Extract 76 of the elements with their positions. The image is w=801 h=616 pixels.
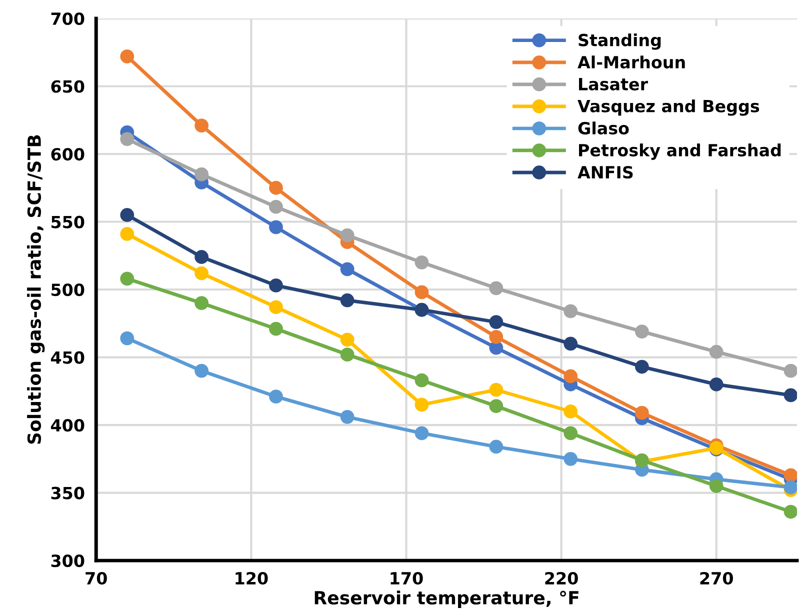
legend-label: Glaso (578, 122, 629, 134)
point (489, 382, 504, 397)
point (784, 388, 797, 402)
point (709, 377, 724, 392)
y-tick-label: 350 (51, 486, 84, 500)
point (269, 278, 283, 292)
point (269, 322, 283, 336)
y-tick-label: 600 (51, 148, 84, 161)
point (269, 390, 283, 404)
point (340, 332, 354, 347)
y-tick-label: 500 (52, 283, 84, 296)
y-tick-label: 300 (51, 554, 84, 568)
point (564, 336, 578, 351)
point (489, 440, 504, 454)
point (340, 410, 354, 424)
x-tick-label: 70 (86, 572, 107, 585)
y-tick-label: 450 (50, 351, 84, 364)
point (564, 452, 578, 466)
legend-label: Petrosky and Farshad (579, 144, 781, 160)
point (414, 398, 429, 412)
point (784, 480, 797, 494)
point (120, 331, 134, 346)
x-tick-label: 170 (390, 572, 423, 585)
point (120, 49, 134, 64)
point (340, 348, 354, 362)
point (194, 296, 209, 310)
point (564, 369, 578, 384)
point (784, 504, 797, 519)
point (414, 426, 429, 440)
point (269, 200, 283, 214)
point (634, 406, 649, 420)
point (194, 250, 209, 264)
point (194, 167, 209, 182)
point (709, 479, 724, 493)
point (194, 266, 209, 280)
point (784, 468, 797, 482)
point (120, 272, 134, 286)
point (784, 364, 797, 378)
point (269, 220, 283, 234)
point (709, 344, 724, 359)
point (564, 404, 578, 418)
point (194, 364, 209, 378)
point (120, 208, 134, 222)
legend-label: Al-Marhoun (578, 56, 685, 68)
point (269, 180, 283, 195)
y-tick-label: 550 (52, 216, 84, 228)
point (194, 118, 209, 132)
point (414, 255, 429, 270)
point (489, 315, 504, 329)
legend-label: Standing (578, 33, 661, 50)
point (269, 300, 283, 314)
point (489, 281, 504, 296)
point (414, 285, 429, 300)
point (634, 324, 649, 338)
point (564, 426, 578, 440)
x-tick-label: 120 (236, 572, 268, 585)
y-axis-title: Solution gas-oil ratio, SCF/STB (27, 135, 45, 444)
point (120, 227, 134, 241)
legend-label: Lasater (579, 78, 648, 90)
y-tick-label: 400 (50, 419, 84, 432)
point (414, 373, 429, 388)
legend-label: Vasquez and Beggs (578, 100, 760, 116)
x-tick-label: 220 (545, 572, 578, 585)
x-tick-label: 270 (700, 572, 733, 585)
point (340, 293, 354, 308)
point (340, 262, 354, 276)
x-axis-title: Reservoir temperature, °F (314, 590, 578, 608)
y-tick-label: 650 (51, 80, 84, 93)
point (340, 228, 354, 242)
point (120, 132, 134, 146)
point (489, 399, 504, 414)
point (564, 304, 578, 318)
point (634, 360, 649, 374)
point (489, 330, 504, 344)
y-tick-label: 700 (51, 12, 84, 26)
legend-label: ANFIS (578, 166, 633, 179)
